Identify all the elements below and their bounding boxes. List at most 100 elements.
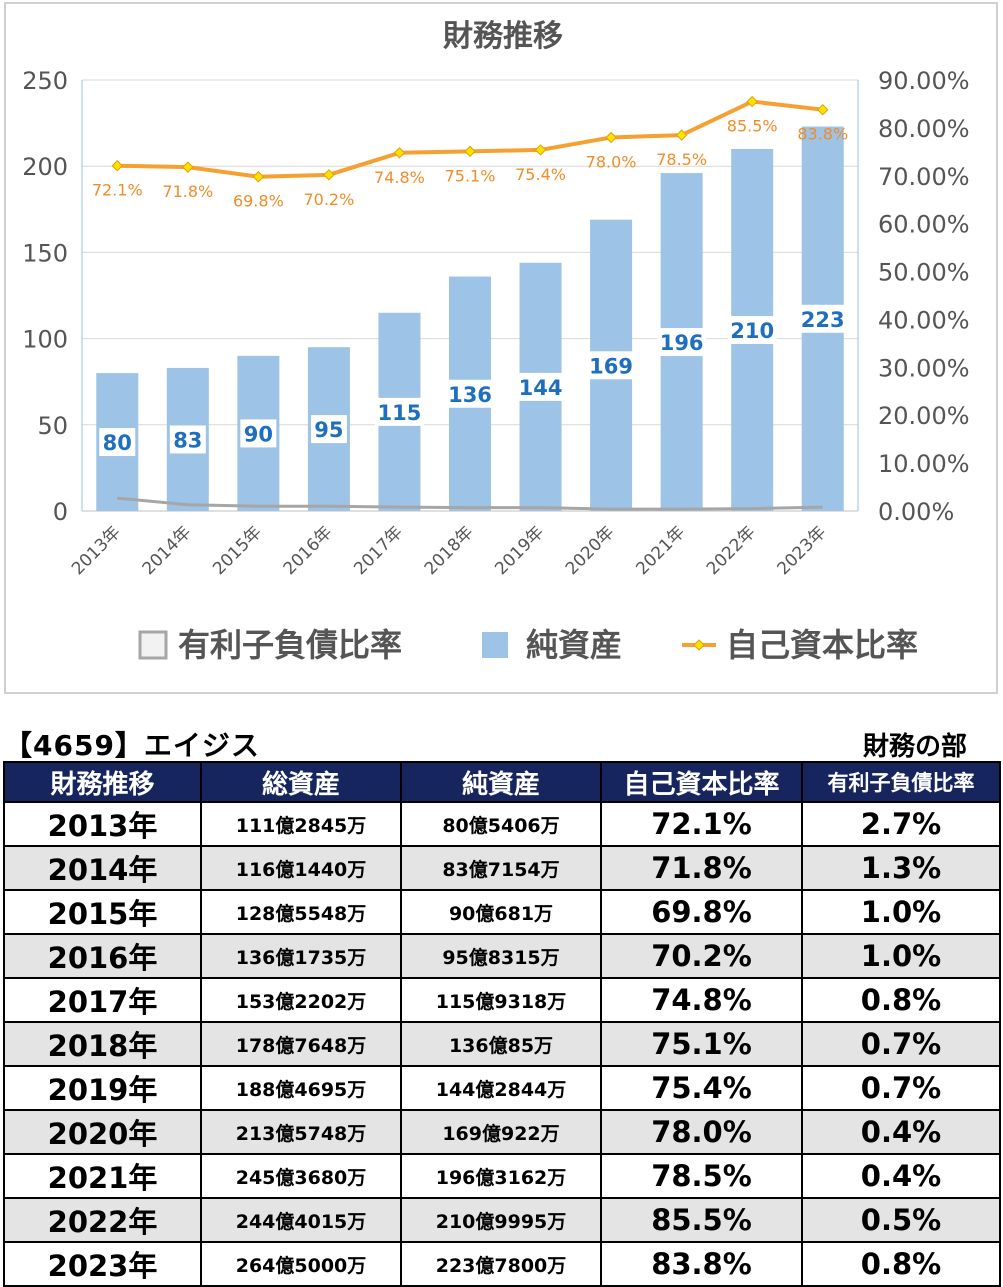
- cell-year: 2021年: [3, 1153, 202, 1199]
- cell-net-assets: 115億9318万: [400, 977, 602, 1023]
- line-value-label: 70.2%: [303, 190, 354, 209]
- bar-value-label: 169: [589, 354, 633, 378]
- header-period: 財務推移: [3, 761, 202, 803]
- y-right-tick-label: 40.00%: [878, 306, 970, 334]
- equity-ratio-marker: [534, 144, 547, 156]
- line-value-label: 71.8%: [162, 182, 213, 201]
- bar-value-label: 115: [378, 401, 422, 425]
- cell-net-assets: 210億9995万: [400, 1197, 602, 1243]
- y-left-tick-label: 200: [22, 153, 68, 181]
- cell-total-assets: 264億5000万: [200, 1241, 402, 1287]
- line-value-label: 69.8%: [233, 192, 284, 211]
- table-row: 2018年 178億7648万 136億85万 75.1% 0.7%: [3, 1021, 1001, 1067]
- bar-value-label: 83: [173, 428, 202, 452]
- cell-equity-ratio: 71.8%: [600, 845, 803, 891]
- x-tick-label: 2018年: [421, 522, 478, 579]
- y-right-tick-label: 60.00%: [878, 211, 970, 239]
- bar-label-bg: [516, 372, 566, 401]
- y-left-tick-label: 250: [22, 67, 68, 95]
- cell-total-assets: 178億7648万: [200, 1021, 402, 1067]
- equity-ratio-marker: [393, 147, 406, 159]
- bar-value-label: 196: [660, 331, 704, 355]
- cell-year: 2023年: [3, 1241, 202, 1287]
- cell-equity-ratio: 75.4%: [600, 1065, 803, 1111]
- equity-ratio-marker: [675, 129, 688, 141]
- y-right-tick-label: 70.00%: [878, 163, 970, 191]
- line-value-label: 75.1%: [445, 166, 496, 185]
- bar-label-bg: [374, 397, 424, 426]
- cell-debt-ratio: 0.8%: [801, 977, 1001, 1023]
- cell-year: 2020年: [3, 1109, 202, 1155]
- equity-ratio-marker: [605, 131, 617, 144]
- bar-value-label: 80: [103, 431, 132, 455]
- equity-ratio-marker: [323, 169, 335, 181]
- legend-label: 自己資本比率: [726, 626, 918, 664]
- cell-net-assets: 144億2844万: [400, 1065, 602, 1111]
- data-labels: 80 83 90 95 115 136 144 169 196 210 223 72.1% 71.8% 6…: [92, 117, 848, 457]
- table-row: 2023年 264億5000万 223億7800万 83.8% 0.8%: [3, 1241, 1001, 1287]
- y-left-tick-label: 50: [37, 412, 68, 440]
- legend-swatch-debt-ratio: [138, 630, 168, 660]
- bar-value-label: 90: [244, 422, 273, 446]
- line-debt-ratio: [117, 496, 823, 511]
- equity-ratio-marker: [817, 103, 829, 116]
- cell-total-assets: 116億1440万: [200, 845, 402, 891]
- equity-ratio-marker: [746, 95, 758, 108]
- cell-equity-ratio: 78.5%: [600, 1153, 803, 1199]
- bar-label-bg: [310, 415, 347, 444]
- equity-ratio-marker: [111, 160, 123, 172]
- chart-title: 財務推移: [443, 19, 563, 54]
- axes: 0 50 100 150 200 250 0.00% 10.00% 20.00% 30.00% 40…: [22, 67, 969, 579]
- cell-net-assets: 196億3162万: [400, 1153, 602, 1199]
- table-row: 2022年 244億4015万 210億9995万 85.5% 0.5%: [3, 1197, 1001, 1243]
- table-row: 2013年 111億2845万 80億5406万 72.1% 2.7%: [3, 801, 1001, 847]
- bar-label-bg: [169, 425, 206, 454]
- y-left-tick-label: 100: [22, 326, 68, 354]
- cell-debt-ratio: 0.8%: [801, 1241, 1001, 1287]
- cell-debt-ratio: 0.7%: [801, 1021, 1001, 1067]
- table-row: 2016年 136億1735万 95億8315万 70.2% 1.0%: [3, 933, 1001, 979]
- finance-chart: 財務推移 0 50 100 150 200 250 0.00% 10.00% 20.00% 30.…: [22, 19, 969, 664]
- bar-value-label: 95: [314, 418, 343, 442]
- cell-net-assets: 95億8315万: [400, 933, 602, 979]
- bar-label-bg: [99, 428, 136, 457]
- bar-label-bg: [657, 328, 707, 357]
- y-left-tick-label: 0: [53, 498, 68, 526]
- x-tick-label: 2023年: [774, 522, 831, 579]
- y-right-tick-label: 50.00%: [878, 259, 970, 287]
- cell-year: 2015年: [3, 889, 202, 935]
- cell-debt-ratio: 0.7%: [801, 1065, 1001, 1111]
- cell-year: 2022年: [3, 1197, 202, 1243]
- line-value-label: 78.0%: [586, 152, 637, 171]
- bar-label-bg: [798, 304, 848, 333]
- legend-swatch-net-assets: [482, 632, 508, 658]
- cell-debt-ratio: 0.4%: [801, 1109, 1001, 1155]
- line-value-label: 74.8%: [374, 168, 425, 187]
- header-debt-ratio: 有利子負債比率: [801, 761, 1001, 803]
- x-tick-label: 2016年: [280, 522, 337, 579]
- cell-total-assets: 128億5548万: [200, 889, 402, 935]
- x-tick-label: 2013年: [68, 522, 125, 579]
- legend-marker-equity-ratio: [693, 639, 705, 651]
- cell-net-assets: 90億681万: [400, 889, 602, 935]
- cell-net-assets: 169億922万: [400, 1109, 602, 1155]
- cell-equity-ratio: 72.1%: [600, 801, 803, 847]
- line-value-label: 75.4%: [515, 165, 566, 184]
- bar-value-label: 136: [448, 383, 492, 407]
- bar-label-bg: [240, 419, 277, 448]
- cell-net-assets: 223億7800万: [400, 1241, 602, 1287]
- cell-total-assets: 153億2202万: [200, 977, 402, 1023]
- cell-total-assets: 245億3680万: [200, 1153, 402, 1199]
- y-right-tick-label: 0.00%: [878, 498, 954, 526]
- cell-equity-ratio: 83.8%: [600, 1241, 803, 1287]
- cell-year: 2016年: [3, 933, 202, 979]
- legend-label: 有利子負債比率: [178, 626, 402, 664]
- section-name: 財務の部: [862, 732, 967, 762]
- bar-label-bg: [586, 351, 636, 380]
- equity-ratio-marker: [464, 145, 476, 158]
- cell-debt-ratio: 1.0%: [801, 889, 1001, 935]
- equity-ratio-marker: [182, 161, 194, 173]
- cell-year: 2017年: [3, 977, 202, 1023]
- bar-value-label: 144: [519, 376, 563, 400]
- legend: 有利子負債比率 純資産 自己資本比率: [138, 626, 918, 664]
